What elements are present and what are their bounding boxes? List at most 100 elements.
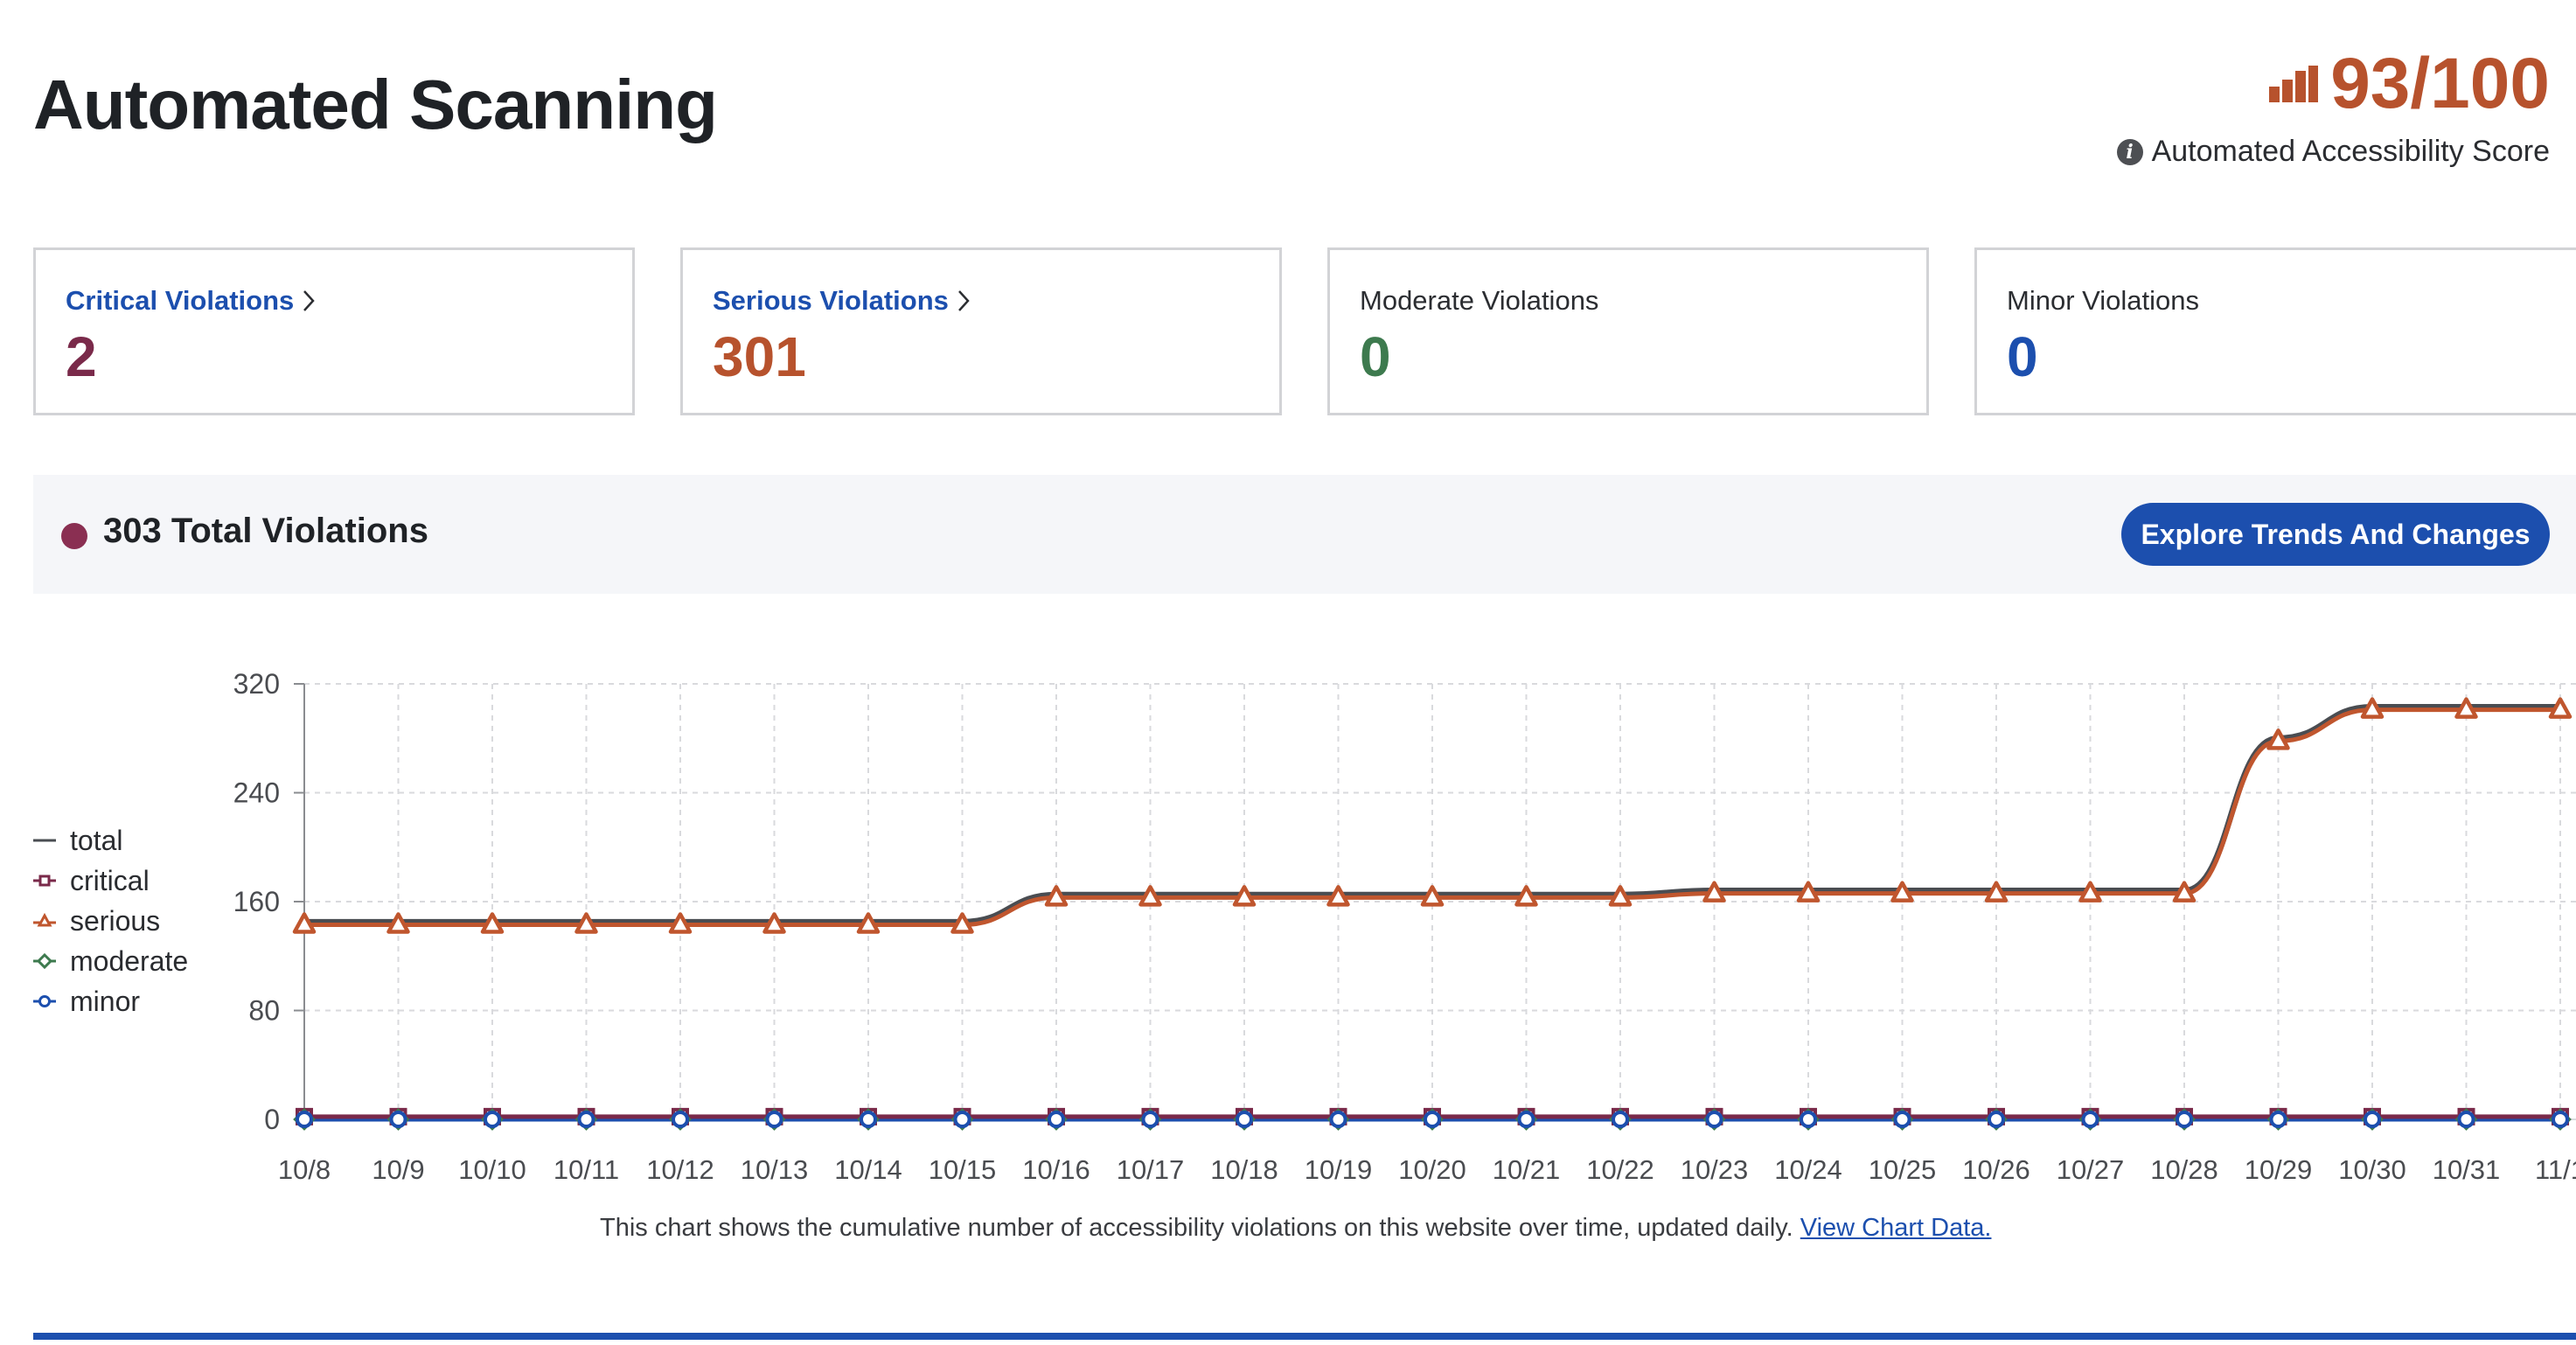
x-tick-label: 10/31 — [2433, 1154, 2501, 1185]
bar-chart-icon — [2269, 66, 2319, 102]
data-point-minor — [1517, 1111, 1535, 1128]
x-tick-label: 10/30 — [2338, 1154, 2406, 1185]
data-point-minor — [2552, 1111, 2569, 1128]
data-point-serious — [950, 912, 974, 934]
data-point-minor — [1048, 1111, 1065, 1128]
x-tick-label: 10/11 — [553, 1154, 619, 1185]
critical-violations-count: 2 — [66, 325, 97, 388]
data-point-serious — [1984, 881, 2009, 902]
chevron-right-icon — [957, 290, 970, 311]
data-point-serious — [762, 912, 786, 934]
serious-violations-count: 301 — [713, 325, 806, 388]
data-point-minor — [1236, 1111, 1253, 1128]
data-point-minor — [1893, 1111, 1911, 1128]
data-point-serious — [2454, 697, 2478, 719]
data-point-serious — [2078, 881, 2102, 902]
x-tick-label: 10/24 — [1774, 1154, 1842, 1185]
data-point-minor — [577, 1111, 595, 1128]
x-tick-label: 10/8 — [278, 1154, 331, 1185]
x-tick-label: 10/23 — [1681, 1154, 1749, 1185]
score-value: 93/100 — [2330, 44, 2550, 123]
x-tick-label: 10/9 — [372, 1154, 424, 1185]
x-tick-label: 10/20 — [1398, 1154, 1466, 1185]
accessibility-score: 93/100 i Automated Accessibility Score — [2116, 42, 2550, 169]
legend-label: critical — [70, 864, 150, 896]
serious-violations-card[interactable]: Serious Violations 301 — [680, 247, 1282, 415]
data-point-serious — [856, 912, 881, 934]
data-point-serious — [1232, 885, 1257, 907]
data-point-serious — [1044, 885, 1069, 907]
data-point-minor — [2176, 1111, 2193, 1128]
legend-item-total[interactable]: total — [31, 820, 188, 861]
data-point-minor — [1329, 1111, 1347, 1128]
x-tick-label: 10/14 — [834, 1154, 902, 1185]
x-tick-label: 10/16 — [1022, 1154, 1090, 1185]
legend-label: total — [70, 824, 123, 856]
critical-violations-card[interactable]: Critical Violations 2 — [33, 247, 635, 415]
data-point-minor — [2364, 1111, 2381, 1128]
data-point-serious — [2548, 697, 2573, 719]
data-point-minor — [296, 1111, 313, 1128]
legend-circle-icon — [33, 995, 56, 1007]
chart-legend: total critical serious moderate minor — [31, 820, 188, 1021]
data-point-serious — [1326, 885, 1350, 907]
data-point-serious — [386, 912, 410, 934]
moderate-violations-label: Moderate Violations — [1360, 285, 1599, 316]
minor-violations-card: Minor Violations 0 — [1974, 247, 2576, 415]
data-point-minor — [1800, 1111, 1817, 1128]
total-dot-icon — [61, 523, 87, 549]
violations-line-chart: 0 80 160 240 320 10/8 10/9 10/10 10/11 10/12 10/13… — [233, 668, 2576, 1185]
data-point-minor — [2457, 1111, 2475, 1128]
data-point-serious — [1608, 885, 1633, 907]
minor-violations-label: Minor Violations — [2007, 285, 2199, 316]
data-point-serious — [2360, 697, 2385, 719]
legend-label: moderate — [70, 944, 189, 977]
data-point-minor — [1141, 1111, 1159, 1128]
total-violations-bar: 303 Total Violations Explore Trends And … — [33, 475, 2576, 594]
data-point-serious — [1890, 881, 1914, 902]
data-point-serious — [2172, 881, 2197, 902]
data-point-serious — [574, 912, 598, 934]
data-point-serious — [2266, 728, 2290, 750]
x-tick-label: 10/21 — [1493, 1154, 1561, 1185]
data-point-serious — [1702, 881, 1726, 902]
chart-caption-text: This chart shows the cumulative number o… — [600, 1214, 1793, 1242]
x-tick-label: 10/25 — [1869, 1154, 1937, 1185]
data-point-serious — [668, 912, 693, 934]
y-tick-label: 320 — [233, 668, 280, 700]
x-tick-label: 10/26 — [1962, 1154, 2030, 1185]
x-tick-label: 10/29 — [2245, 1154, 2313, 1185]
y-tick-label: 80 — [248, 995, 280, 1027]
moderate-violations-card: Moderate Violations 0 — [1327, 247, 1929, 415]
critical-violations-link[interactable]: Critical Violations — [66, 285, 295, 316]
chart-caption: This chart shows the cumulative number o… — [600, 1214, 1991, 1243]
x-tick-label: 10/19 — [1305, 1154, 1373, 1185]
x-tick-label: 10/17 — [1117, 1154, 1185, 1185]
view-chart-data-link[interactable]: View Chart Data. — [1800, 1214, 1992, 1242]
x-tick-label: 10/10 — [458, 1154, 526, 1185]
legend-item-minor[interactable]: minor — [31, 981, 188, 1021]
data-point-serious — [1796, 881, 1821, 902]
minor-violations-count: 0 — [2007, 325, 2038, 388]
legend-item-critical[interactable]: critical — [31, 861, 188, 901]
moderate-violations-count: 0 — [1360, 325, 1391, 388]
section-divider — [33, 1333, 2576, 1340]
data-point-serious — [480, 912, 505, 934]
legend-item-moderate[interactable]: moderate — [31, 941, 188, 981]
explore-trends-button[interactable]: Explore Trends And Changes — [2121, 503, 2550, 566]
data-point-minor — [484, 1111, 501, 1128]
x-tick-label: 10/15 — [929, 1154, 997, 1185]
info-icon[interactable]: i — [2116, 138, 2143, 165]
legend-item-serious[interactable]: serious — [31, 901, 188, 941]
data-point-minor — [860, 1111, 877, 1128]
x-tick-label: 10/27 — [2057, 1154, 2125, 1185]
page-title: Automated Scanning — [33, 66, 718, 143]
serious-violations-link[interactable]: Serious Violations — [713, 285, 949, 316]
data-point-serious — [1514, 885, 1538, 907]
legend-diamond-icon — [33, 952, 56, 970]
legend-label: serious — [70, 904, 161, 937]
data-point-serious — [292, 912, 317, 934]
data-point-minor — [389, 1111, 407, 1128]
data-point-minor — [1705, 1111, 1723, 1128]
x-tick-label: 10/13 — [741, 1154, 809, 1185]
